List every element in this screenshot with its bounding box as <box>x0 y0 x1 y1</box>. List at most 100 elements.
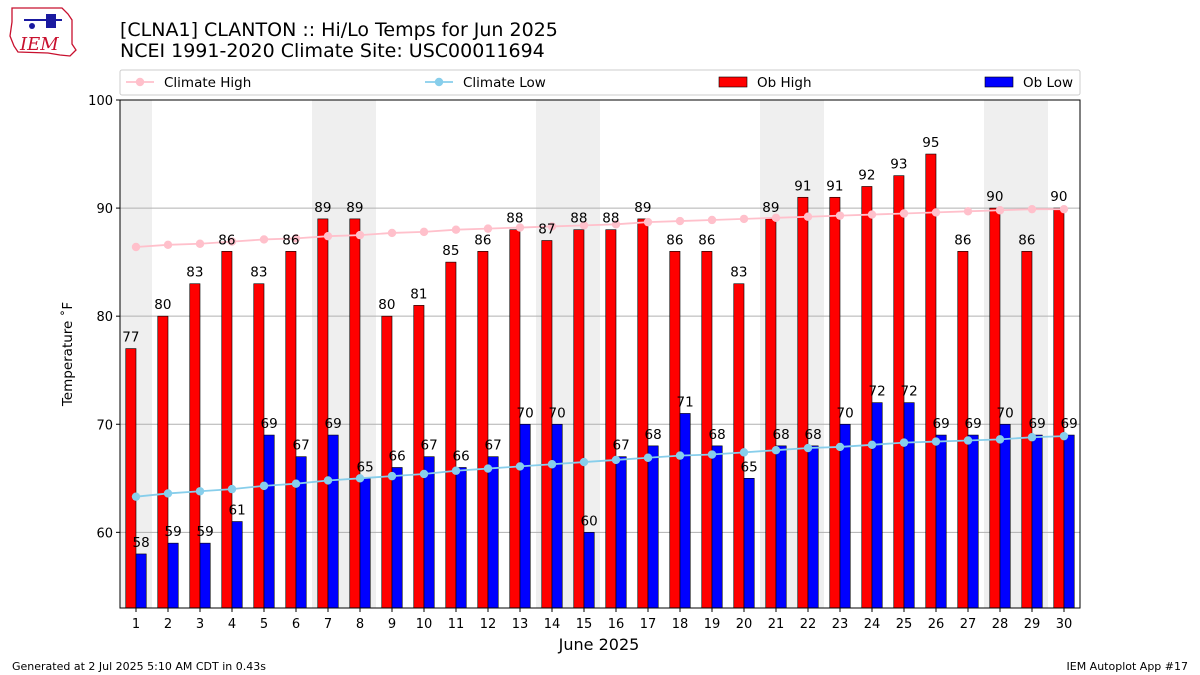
chart-subtitle: NCEI 1991-2020 Climate Site: USC00011694 <box>120 40 545 62</box>
ob-high-bar-22 <box>797 196 809 609</box>
ob-high-label-29: 86 <box>1018 232 1035 248</box>
ob-low-legend-label: Ob Low <box>1023 75 1073 91</box>
ob-high-label-7: 89 <box>314 200 331 216</box>
x-tick-label-24: 24 <box>864 617 881 632</box>
y-tick-label-90: 90 <box>96 202 113 217</box>
ob-low-label-10: 67 <box>421 438 438 454</box>
ob-high-label-4: 86 <box>218 232 235 248</box>
climate-high-point-10 <box>419 227 429 237</box>
ob-high-bar-14 <box>541 240 553 609</box>
climate-high-point-7 <box>323 231 333 241</box>
ob-low-label-26: 69 <box>933 416 950 432</box>
ob-high-bar-15 <box>573 229 585 609</box>
climate-high-point-30 <box>1059 204 1069 214</box>
ob-low-label-8: 65 <box>357 459 374 475</box>
x-tick-label-27: 27 <box>960 617 977 632</box>
ob-high-label-3: 83 <box>186 265 203 281</box>
ob-high-legend-swatch <box>718 76 748 88</box>
ob-high-bar-2 <box>157 315 169 609</box>
ob-low-bar-1 <box>135 553 147 609</box>
ob-high-bar-6 <box>285 251 297 609</box>
ob-low-bar-6 <box>295 456 307 609</box>
x-tick-label-29: 29 <box>1024 617 1041 632</box>
ob-high-bar-10 <box>413 305 425 609</box>
ob-low-bar-3 <box>199 542 211 609</box>
climate-low-point-7 <box>323 476 333 485</box>
climate-high-legend-label: Climate High <box>164 75 251 91</box>
climate-high-point-2 <box>163 240 173 250</box>
x-tick-label-28: 28 <box>992 617 1009 632</box>
ob-high-label-21: 89 <box>762 200 779 216</box>
ob-high-label-25: 93 <box>890 157 907 173</box>
ob-low-label-18: 71 <box>677 394 694 410</box>
climate-low-point-30 <box>1059 431 1069 441</box>
climate-low-point-11 <box>451 466 461 475</box>
x-tick-label-30: 30 <box>1056 617 1073 632</box>
ob-high-bar-26 <box>925 153 937 609</box>
x-tick-label-8: 8 <box>356 617 364 632</box>
ob-low-bar-27 <box>967 434 979 609</box>
climate-high-point-8 <box>355 230 365 240</box>
ob-low-label-4: 61 <box>229 503 246 519</box>
climate-low-point-15 <box>579 457 589 467</box>
climate-low-point-16 <box>611 455 621 465</box>
climate-high-point-27 <box>963 207 973 216</box>
ob-low-bar-23 <box>839 423 851 609</box>
climate-high-point-17 <box>643 217 653 227</box>
climate-high-point-3 <box>195 239 205 248</box>
bars <box>125 153 1075 609</box>
ob-low-legend-swatch <box>984 76 1014 88</box>
climate-low-point-22 <box>803 443 813 453</box>
ob-low-bar-21 <box>775 445 787 609</box>
ob-low-bar-24 <box>871 402 883 609</box>
climate-high-line <box>135 208 1064 248</box>
ob-high-bar-7 <box>317 218 329 609</box>
ob-high-bar-1 <box>125 348 137 609</box>
ob-high-label-17: 89 <box>634 200 651 216</box>
climate-high-point-22 <box>803 212 813 221</box>
ob-high-label-12: 86 <box>474 232 491 248</box>
ob-low-label-17: 68 <box>645 427 662 443</box>
x-tick-label-23: 23 <box>832 617 849 632</box>
climate-high-point-19 <box>707 215 717 225</box>
climate-high-point-28 <box>995 206 1005 215</box>
x-tick-label-16: 16 <box>608 617 625 632</box>
ob-high-bar-30 <box>1053 207 1065 609</box>
ob-low-label-1: 58 <box>133 535 150 551</box>
ob-low-label-5: 69 <box>261 416 278 432</box>
y-tick-label-100: 100 <box>88 94 113 109</box>
climate-high-point-4 <box>227 237 237 246</box>
x-tick-label-4: 4 <box>228 617 236 632</box>
climate-low-point-6 <box>291 479 301 488</box>
climate-low-point-26 <box>931 437 941 446</box>
climate-high-point-29 <box>1027 204 1037 214</box>
ob-high-label-22: 91 <box>794 178 811 194</box>
x-tick-label-6: 6 <box>292 617 300 632</box>
x-axis-title: June 2025 <box>558 635 640 654</box>
ob-high-legend-label: Ob High <box>757 75 812 91</box>
climate-low-point-21 <box>771 445 781 455</box>
ob-high-bar-3 <box>189 283 201 609</box>
climate-high-point-24 <box>867 210 877 219</box>
logo-tower-icon <box>46 14 56 28</box>
climate-low-point-5 <box>259 481 269 491</box>
y-axis-title: Temperature ˚F <box>59 302 76 407</box>
ob-high-label-11: 85 <box>442 243 459 259</box>
ob-low-bar-7 <box>327 434 339 609</box>
ob-low-label-19: 68 <box>709 427 726 443</box>
climate-high-point-13 <box>515 223 525 232</box>
ob-high-label-5: 83 <box>250 265 267 281</box>
ob-high-bar-8 <box>349 218 361 609</box>
ob-low-bar-13 <box>519 423 531 609</box>
climate-high-point-5 <box>259 235 269 244</box>
ob-low-bar-5 <box>263 434 275 609</box>
x-tick-label-19: 19 <box>704 617 721 632</box>
ob-low-label-23: 70 <box>837 405 854 421</box>
y-tick-label-60: 60 <box>96 526 113 541</box>
x-tick-label-18: 18 <box>672 617 689 632</box>
ob-high-label-18: 86 <box>666 232 683 248</box>
x-tick-label-26: 26 <box>928 617 945 632</box>
x-tick-label-21: 21 <box>768 617 785 632</box>
ob-high-label-28: 90 <box>986 189 1003 205</box>
ob-high-label-8: 89 <box>346 200 363 216</box>
